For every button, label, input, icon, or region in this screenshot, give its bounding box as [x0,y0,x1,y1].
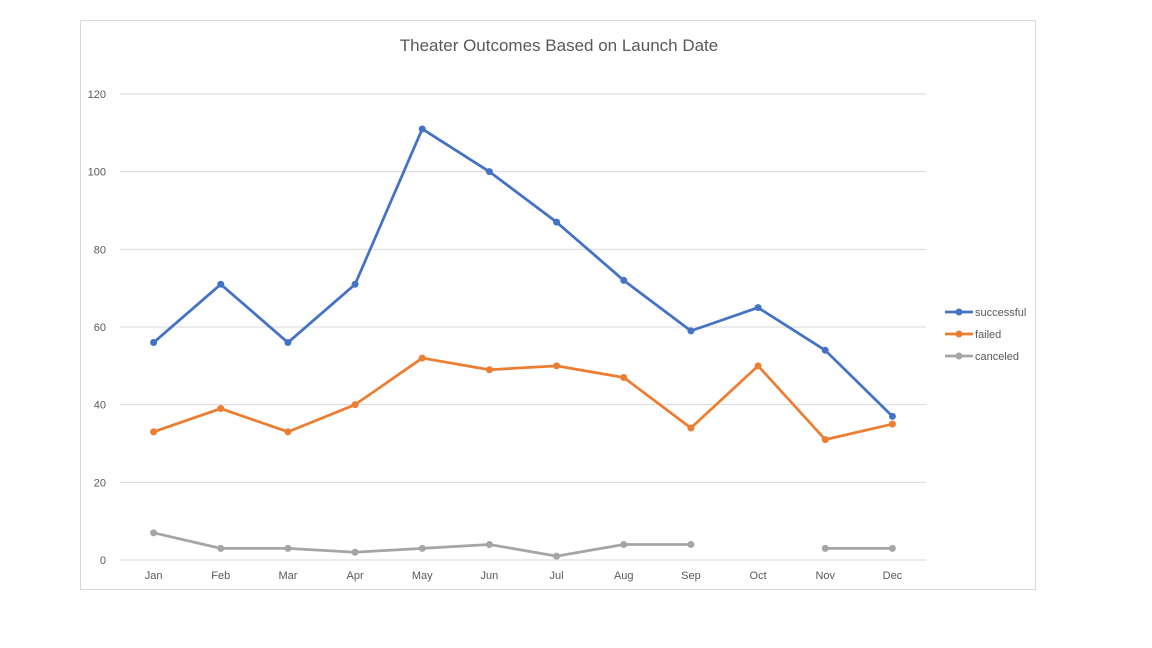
legend-item: canceled [945,351,1019,363]
legend-marker [955,308,963,316]
data-point [620,276,628,284]
data-point [553,362,561,370]
series-group [150,125,896,560]
data-point [150,428,158,436]
y-axis-ticks: 0 20 40 60 80 100 120 [88,89,106,567]
data-point [351,280,359,288]
data-point [821,544,829,552]
data-point [687,327,695,335]
x-tick-label: Jul [550,570,564,582]
x-axis-ticks: Jan Feb Mar Apr May Jun Jul Aug Sep Oct Nov Dec [145,570,903,582]
y-tick-label: 40 [94,400,106,412]
y-tick-label: 80 [94,244,106,256]
series-successful [150,125,896,420]
data-point [821,436,829,444]
data-point [284,428,292,436]
legend-marker [955,330,963,338]
line-chart: Theater Outcomes Based on Launch Date 0 2… [88,36,1027,582]
legend-marker [955,352,963,360]
x-tick-label: Jan [145,570,163,582]
data-point [351,548,359,556]
data-point [351,401,359,409]
x-tick-label: Aug [614,570,634,582]
data-point [485,540,493,548]
x-tick-label: Feb [211,570,230,582]
series-failed [150,354,896,444]
x-tick-label: Jun [481,570,499,582]
y-tick-label: 100 [88,167,106,179]
data-point [754,362,762,370]
x-tick-label: Sep [681,570,701,582]
gridlines [120,93,926,561]
legend-item: failed [945,329,1001,341]
data-point [150,529,158,537]
legend-label: canceled [975,351,1019,363]
series-line [152,531,693,558]
chart-area: Theater Outcomes Based on Launch Date 0 2… [80,20,1036,590]
x-tick-label: May [412,570,433,582]
y-tick-label: 0 [100,555,106,567]
data-point [888,412,896,420]
legend-label: successful [975,307,1026,319]
chart-title: Theater Outcomes Based on Launch Date [400,36,718,55]
data-point [687,424,695,432]
data-point [620,540,628,548]
data-point [553,552,561,560]
x-tick-label: Apr [347,570,364,582]
data-point [217,405,225,413]
x-tick-label: Mar [278,570,297,582]
data-point [754,304,762,312]
data-point [284,339,292,347]
legend-label: failed [975,329,1001,341]
data-point [620,373,628,381]
y-tick-label: 60 [94,322,106,334]
data-point [485,366,493,374]
data-point [217,280,225,288]
series-line [152,356,894,441]
data-point [687,540,695,548]
series-line [152,127,894,418]
legend: successful failed canceled [945,307,1026,363]
y-tick-label: 120 [88,89,106,101]
data-point [418,354,426,362]
x-tick-label: Dec [883,570,903,582]
data-point [150,339,158,347]
data-point [821,346,829,354]
x-tick-label: Nov [815,570,835,582]
y-tick-label: 20 [94,477,106,489]
legend-item: successful [945,307,1026,319]
x-tick-label: Oct [750,570,767,582]
data-point [888,420,896,428]
series-canceled [150,529,896,560]
data-point [418,544,426,552]
data-point [284,544,292,552]
data-point [418,125,426,133]
data-point [553,218,561,226]
data-point [888,544,896,552]
data-point [217,544,225,552]
data-point [485,168,493,176]
